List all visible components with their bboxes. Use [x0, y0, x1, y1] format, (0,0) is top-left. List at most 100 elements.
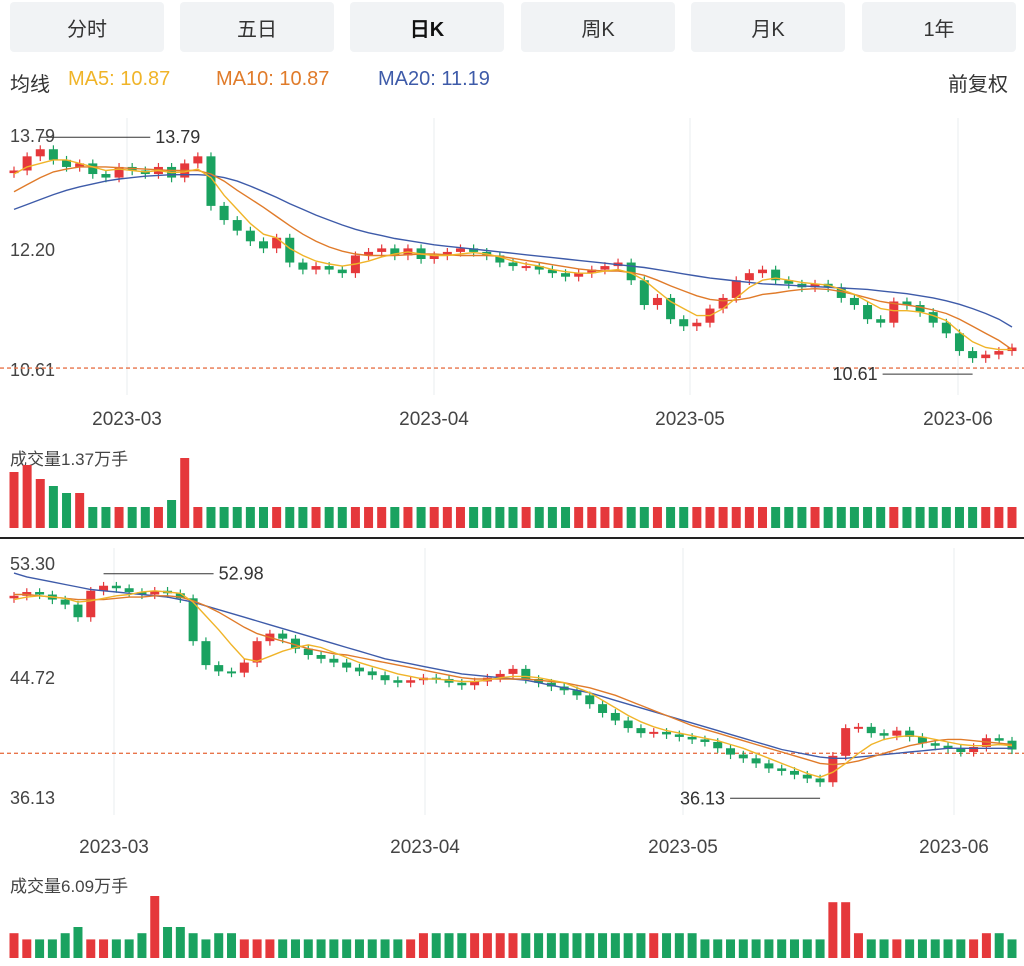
candle-body: [777, 768, 787, 771]
volume-bar: [784, 507, 794, 528]
candle-body: [943, 745, 953, 749]
volume-bar: [35, 479, 45, 528]
volume-bar: [649, 933, 659, 958]
candle-body: [956, 748, 966, 753]
volume-bar: [718, 507, 728, 528]
candle-body: [377, 248, 387, 252]
volume-bar: [9, 933, 19, 958]
candle-body: [954, 333, 964, 352]
candle-body: [841, 728, 851, 756]
candle-body: [652, 297, 662, 306]
volume-bar: [393, 939, 403, 958]
candle-body: [587, 269, 597, 274]
volume-bar: [726, 939, 736, 958]
tab-monthly-k[interactable]: 月K: [691, 2, 845, 52]
candle-body: [789, 770, 799, 775]
candle-body: [150, 590, 160, 595]
tab-one-year[interactable]: 1年: [862, 2, 1016, 52]
candle-body: [48, 149, 58, 160]
volume-bar: [828, 902, 838, 958]
volume-bar: [290, 939, 300, 958]
y-axis-label: 44.72: [10, 668, 55, 688]
volume-bar: [981, 507, 991, 528]
candle-body: [692, 322, 702, 327]
candle-body: [86, 590, 96, 618]
volume-bar: [455, 507, 465, 528]
volume-bar: [636, 933, 646, 958]
kline-chart-1: 2023-03 2023-04 2023-05 2023-06 13.79 12.20 10…: [0, 118, 1024, 528]
candle-body: [639, 280, 649, 306]
volume-bar: [239, 939, 249, 958]
ma10-line: [13, 166, 1013, 351]
tab-intraday[interactable]: 分时: [10, 2, 164, 52]
volume-bar: [495, 507, 505, 528]
candle-body: [876, 319, 886, 323]
x-tick-label: 2023-06: [923, 409, 993, 430]
volume-bar: [738, 939, 748, 958]
candle-body: [193, 156, 203, 164]
candle-body: [9, 595, 19, 599]
ma20-value: MA20: 11.19: [378, 68, 490, 90]
volume-bar: [879, 939, 889, 958]
candle-body: [457, 682, 467, 686]
candle-body: [981, 354, 991, 359]
volume-bar: [623, 933, 633, 958]
candle-body: [259, 241, 268, 249]
volume-bar: [180, 458, 190, 528]
x-tick-label: 2023-03: [92, 409, 162, 430]
adjust-mode[interactable]: 前复权: [948, 74, 1008, 96]
volume-bar: [639, 507, 649, 528]
candle-body: [810, 283, 820, 288]
volume-bar: [561, 507, 571, 528]
volume-bar: [311, 507, 321, 528]
candle-body: [561, 273, 571, 277]
candle-body: [252, 641, 262, 663]
volume-bar: [626, 507, 636, 528]
candle-body: [731, 280, 741, 298]
candle-body: [713, 741, 723, 749]
candle-body: [889, 301, 899, 323]
volume-bar: [968, 507, 978, 528]
x-tick-label: 2023-04: [399, 409, 469, 430]
low-annotation: 36.13: [680, 788, 725, 808]
volume-bar: [442, 507, 452, 528]
candle-body: [298, 262, 308, 270]
candle-body: [892, 730, 902, 736]
candle-body: [188, 598, 198, 642]
volume-bar: [167, 500, 177, 528]
volume-bar: [377, 507, 387, 528]
moving-average-bar: 均线 MA5: 10.87 MA10: 10.87 MA20: 11.19 前复…: [0, 62, 1024, 98]
tab-daily-k[interactable]: 日K: [350, 2, 504, 52]
volume-bar: [206, 507, 216, 528]
volume-bar: [403, 507, 413, 528]
volume-bar: [201, 939, 211, 958]
volume-bar: [679, 507, 689, 528]
candle-body: [88, 163, 98, 175]
candle-body: [610, 712, 620, 721]
volume-bar: [88, 507, 98, 528]
candle-body: [367, 671, 377, 676]
candle-body: [508, 668, 518, 674]
volume-label: 成交量1.37万手: [10, 450, 128, 469]
volume-bar: [574, 507, 584, 528]
candle-body: [35, 149, 45, 157]
volume-bar: [941, 507, 951, 528]
volume-bar: [111, 939, 121, 958]
candle-body: [994, 351, 1004, 355]
candle-body: [495, 673, 505, 678]
candle-body: [600, 266, 610, 270]
volume-bar: [954, 507, 964, 528]
volume-bar: [652, 507, 662, 528]
candle-body: [969, 747, 979, 753]
tab-five-day[interactable]: 五日: [180, 2, 334, 52]
volume-bar: [508, 933, 518, 958]
volume-bar: [866, 939, 876, 958]
low-annotation: 10.61: [833, 364, 878, 384]
candle-body: [201, 641, 211, 666]
candle-body: [598, 704, 608, 713]
candle-body: [470, 681, 480, 686]
volume-bar: [252, 939, 262, 958]
volume-bar: [316, 939, 326, 958]
volume-bar: [444, 933, 454, 958]
tab-weekly-k[interactable]: 周K: [521, 2, 675, 52]
